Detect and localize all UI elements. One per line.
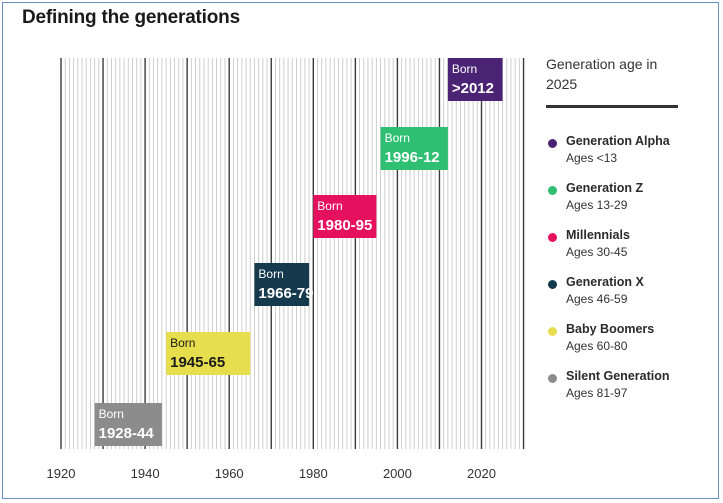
bar-range-label: 1980-95 [317, 217, 372, 234]
legend-item-generation-alpha: Generation Alpha Ages <13 [548, 133, 708, 180]
legend-name: Generation X [566, 275, 644, 289]
legend-item-silent-generation: Silent Generation Ages 81-97 [548, 368, 708, 415]
legend-ages: Ages <13 [566, 151, 618, 165]
legend-name: Generation Z [566, 181, 644, 195]
bar-baby-boomers: Born 1945-65 [166, 332, 251, 375]
legend-dot-millennials [548, 233, 557, 242]
bar-silent-generation: Born 1928-44 [94, 403, 162, 446]
chart-title: Defining the generations [22, 7, 240, 28]
x-tick-label: 2020 [467, 466, 496, 481]
legend-item-generation-x: Generation X Ages 46-59 [548, 274, 708, 321]
legend-dot-silent-generation [548, 374, 557, 383]
bar-generation-x: Born 1966-79 [254, 263, 313, 306]
legend-title: Generation age in 2025 [546, 56, 658, 92]
legend-name: Baby Boomers [566, 322, 655, 336]
legend-item-millennials: Millennials Ages 30-45 [548, 227, 708, 274]
bar-generation-z: Born 1996-12 [380, 127, 448, 170]
legend-ages: Ages 60-80 [566, 339, 628, 353]
bar-range-label: 1996-12 [385, 149, 440, 166]
bar-born-label: Born [99, 407, 124, 421]
legend-name: Millennials [566, 228, 630, 242]
legend: Generation Alpha Ages <13 Generation Z A… [548, 133, 708, 415]
x-tick-label: 1920 [47, 466, 76, 481]
bar-born-label: Born [258, 267, 283, 281]
bar-born-label: Born [317, 199, 342, 213]
legend-item-baby-boomers: Baby Boomers Ages 60-80 [548, 321, 708, 368]
legend-dot-baby-boomers [548, 327, 557, 336]
legend-ages: Ages 13-29 [566, 198, 628, 212]
legend-dot-generation-alpha [548, 139, 557, 148]
grid-lines [60, 58, 525, 449]
x-tick-label: 1940 [131, 466, 160, 481]
bar-millennials: Born 1980-95 [313, 195, 377, 238]
x-tick-label: 1980 [299, 466, 328, 481]
bar-range-label: 1966-79 [258, 285, 313, 302]
legend-name: Generation Alpha [566, 134, 670, 148]
bar-range-label: 1945-65 [170, 354, 225, 371]
generation-bars: Born 1928-44 Born 1945-65 Born 1966-79 Born 198… [94, 58, 503, 446]
legend-divider [546, 105, 678, 108]
legend-ages: Ages 46-59 [566, 292, 628, 306]
bar-rect-baby-boomers [166, 332, 251, 375]
bar-rect-generation-z [380, 127, 448, 170]
x-tick-label: 2000 [383, 466, 412, 481]
bar-rect-generation-x [254, 263, 310, 306]
bar-rect-silent-generation [94, 403, 162, 446]
legend-dot-generation-x [548, 280, 557, 289]
x-tick-label: 1960 [215, 466, 244, 481]
bar-born-label: Born [170, 336, 195, 350]
legend-item-generation-z: Generation Z Ages 13-29 [548, 180, 708, 227]
bar-range-label: 1928-44 [99, 425, 155, 442]
bar-generation-alpha: Born >2012 [447, 58, 503, 101]
bar-rect-millennials [313, 195, 377, 238]
bar-born-label: Born [385, 131, 410, 145]
x-axis-ticks: 1920 1940 1960 1980 2000 2020 [47, 466, 496, 481]
legend-dot-generation-z [548, 186, 557, 195]
legend-ages: Ages 81-97 [566, 386, 628, 400]
bar-born-label: Born [452, 62, 477, 76]
bar-range-label: >2012 [452, 80, 494, 97]
legend-ages: Ages 30-45 [566, 245, 628, 259]
legend-name: Silent Generation [566, 369, 670, 383]
bar-rect-generation-alpha [447, 58, 503, 101]
